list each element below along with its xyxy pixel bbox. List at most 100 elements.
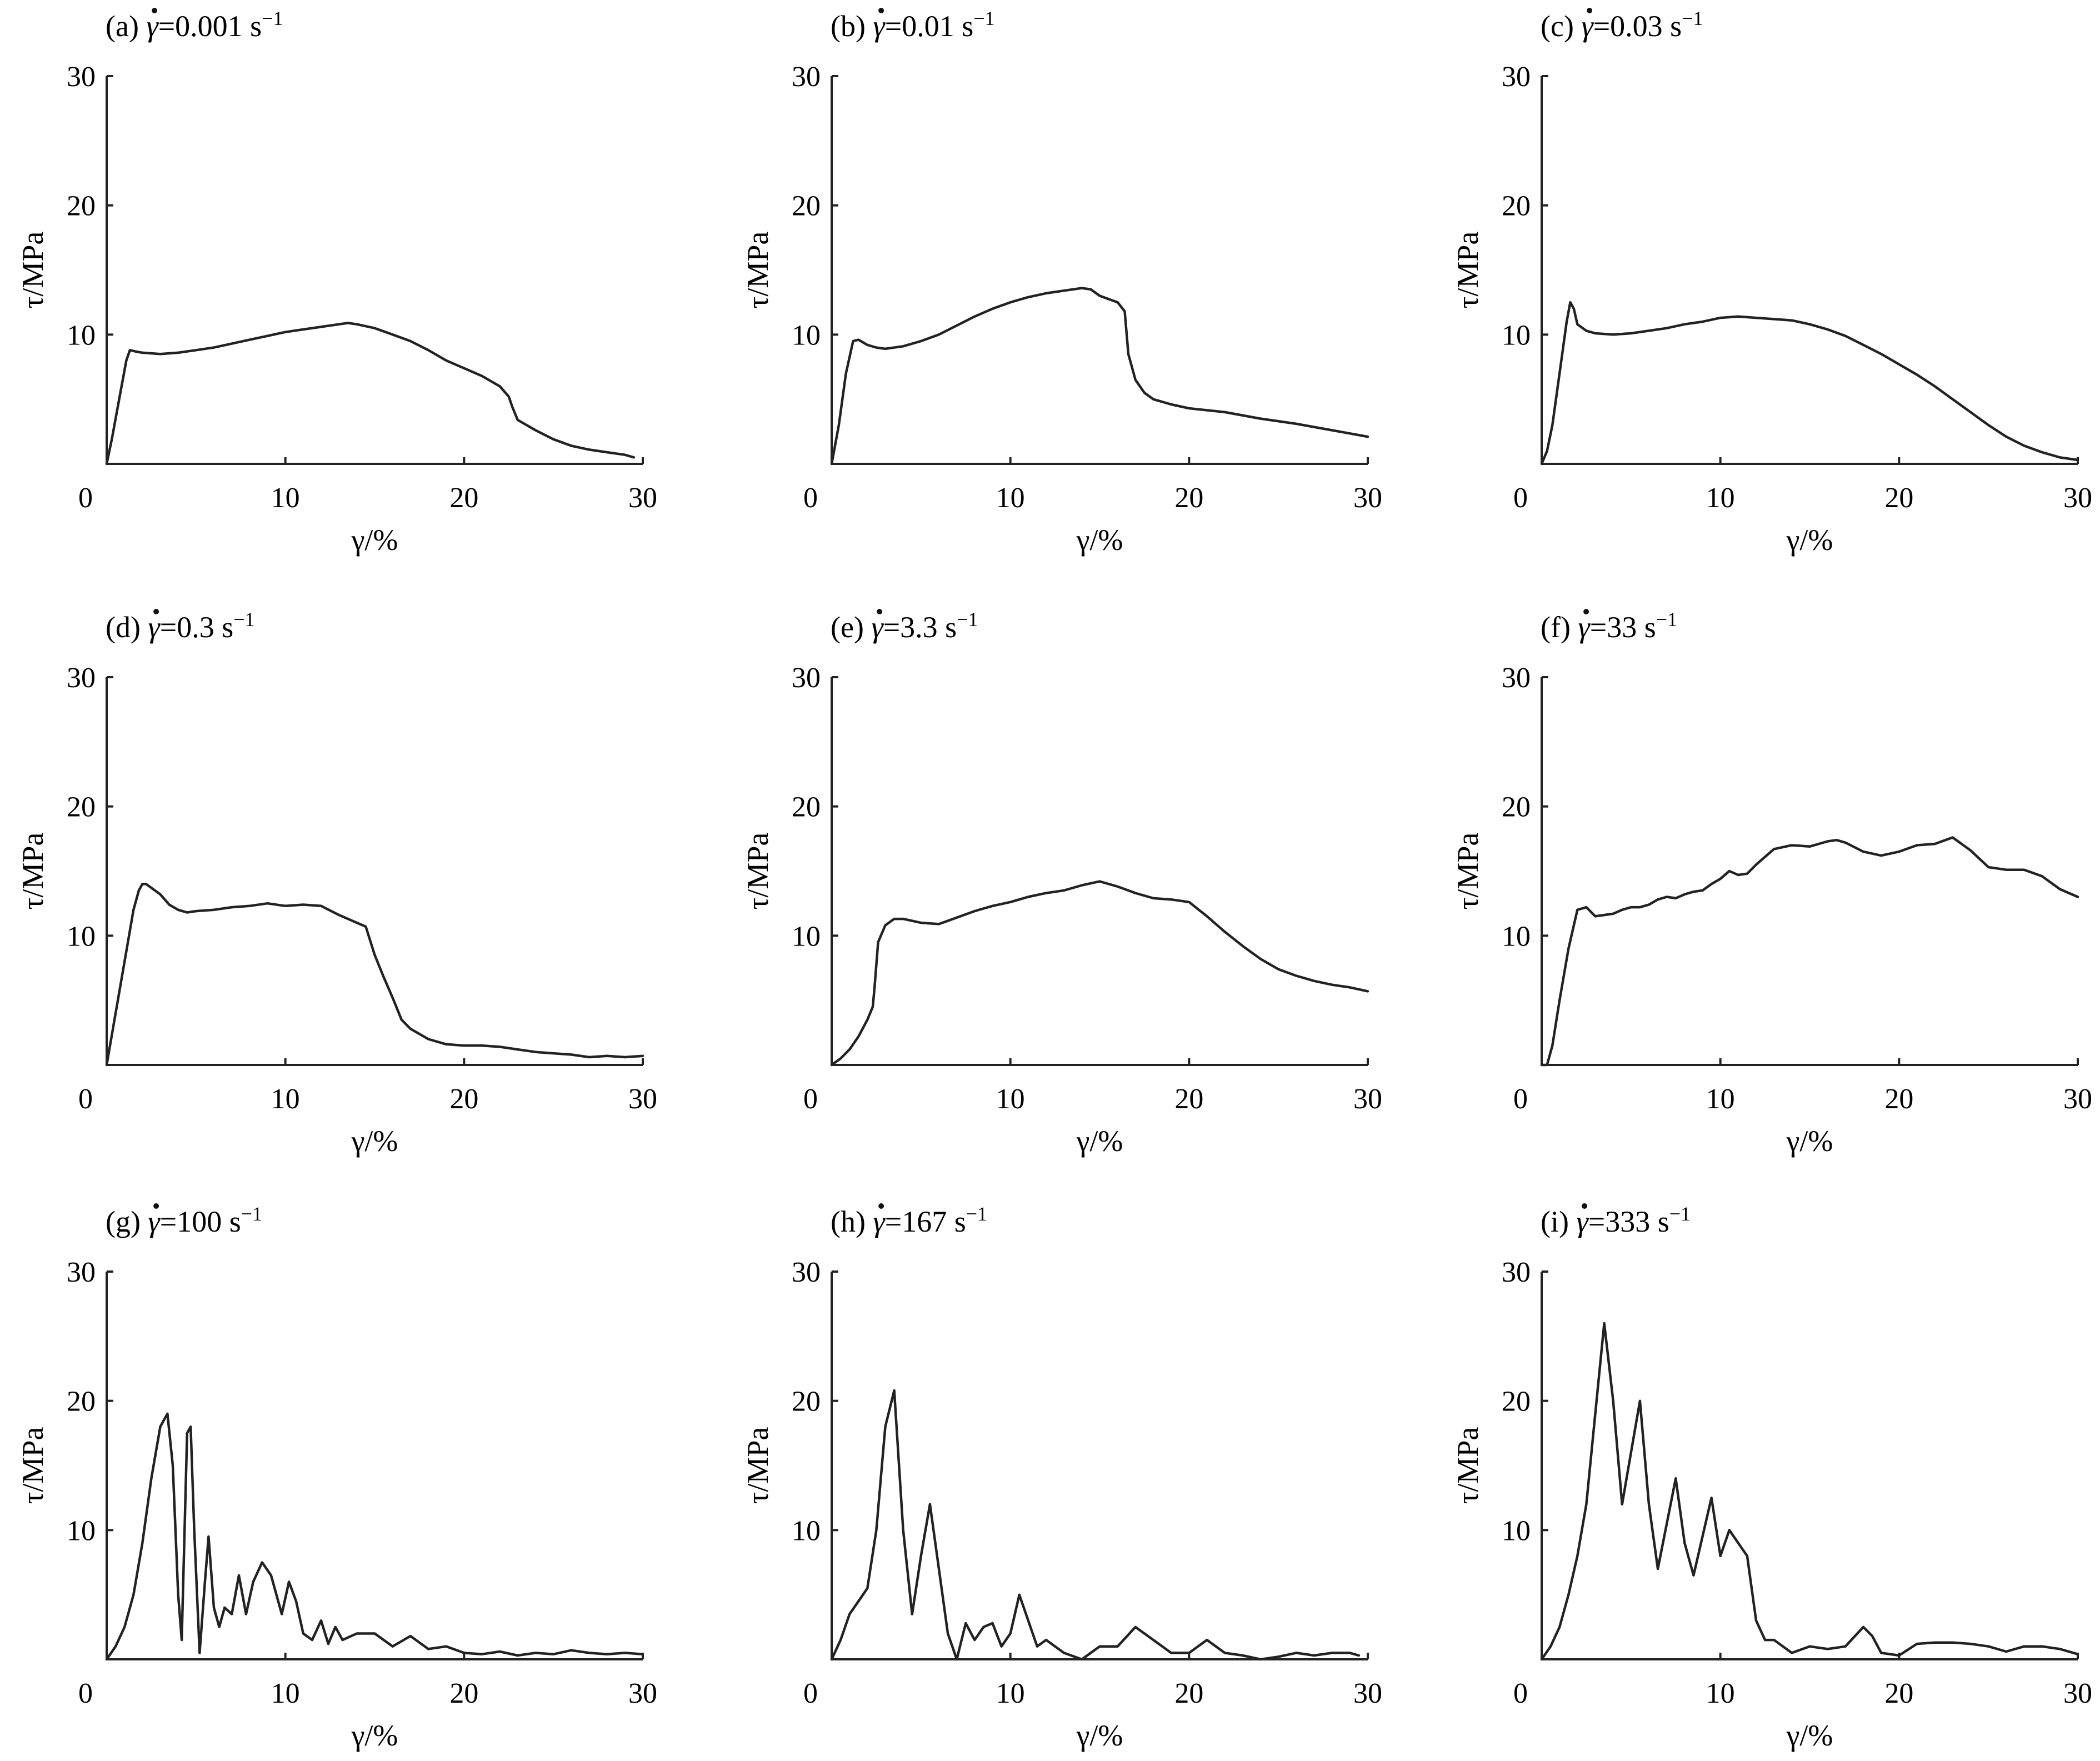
panel-4: 0 10 20 30 10 20 30 γ/% τ/MPa (d) γ=0.3 s−1 [16,608,657,1158]
y-tick-label: 30 [792,1257,821,1288]
x-tick-label: 20 [1884,1678,1913,1709]
x-tick-label: 0 [803,1678,818,1709]
x-tick-label: 10 [1706,482,1735,514]
x-tick-label: 10 [271,1678,300,1709]
y-tick-label: 20 [1502,191,1531,222]
x-tick-label: 10 [271,1083,300,1115]
panel-title-value: =333 s [1588,1205,1669,1238]
y-axis-label: τ/MPa [1451,1427,1484,1504]
y-tick-label: 20 [1502,1386,1531,1418]
rate-dot-mark [1587,8,1593,13]
panel-title: (e) γ=3.3 s−1 [831,608,978,644]
x-axis-label: γ/% [1786,1719,1833,1752]
x-tick-label: 0 [1513,482,1528,514]
panel-title-value: =167 s [885,1205,966,1238]
rate-dot-mark [1582,1203,1588,1209]
panel-1: 0 10 20 30 10 20 30 γ/% τ/MPa (a) γ=0.001 s−1 [16,7,657,557]
y-tick-label: 30 [1502,61,1531,93]
panel-title-value: =0.001 s [158,9,262,43]
series-line-3 [1540,301,2079,466]
y-tick-label: 30 [67,1257,96,1288]
panel-title: (a) γ=0.001 s−1 [106,7,283,43]
x-tick-label: 10 [996,1678,1025,1709]
series-line-6 [1540,836,2079,1067]
y-tick-label: 10 [67,920,96,952]
panel-title-value: =0.3 s [160,611,233,644]
panel-title-prefix: (a) [106,9,146,43]
panel-title: (h) γ=167 s−1 [831,1203,987,1238]
x-tick-label: 30 [1353,1083,1382,1115]
x-tick-label: 0 [1513,1083,1528,1115]
y-tick-label: 20 [1502,792,1531,823]
x-tick-label: 30 [628,482,657,514]
rate-dot-mark [877,609,883,614]
y-axis-label: τ/MPa [741,1427,774,1504]
x-axis-label: γ/% [1076,523,1123,557]
panel-title-superscript: −1 [262,7,283,29]
rate-dot-mark [878,8,884,13]
y-tick-label: 30 [792,61,821,93]
panel-title-superscript: −1 [1682,7,1703,29]
panel-title: (c) γ=0.03 s−1 [1541,7,1703,43]
panel-title-value: =0.03 s [1593,9,1682,43]
y-tick-label: 10 [792,319,821,351]
series-line-5 [830,880,1369,1067]
panel-7: 0 10 20 30 10 20 30 γ/% τ/MPa (g) γ=100 s−1 [16,1203,657,1752]
y-axis-label: τ/MPa [16,1427,49,1504]
x-tick-label: 0 [803,1083,818,1115]
y-tick-label: 10 [1502,1515,1531,1547]
panel-title-superscript: −1 [966,1203,987,1225]
panel-title-prefix: (c) [1541,9,1581,43]
x-tick-label: 20 [1884,482,1913,514]
panel-title-prefix: (i) [1541,1205,1576,1238]
y-axis-label: τ/MPa [741,232,774,309]
panel-title-superscript: −1 [973,7,994,29]
panel-title-symbol: γ [1581,9,1594,43]
x-axis-label: γ/% [351,1719,398,1752]
panel-title-superscript: −1 [1669,1203,1691,1225]
x-tick-label: 30 [628,1678,657,1709]
x-tick-label: 0 [78,1678,93,1709]
panel-title: (d) γ=0.3 s−1 [106,608,255,644]
x-tick-label: 10 [996,1083,1025,1115]
panel-title: (f) γ=33 s−1 [1541,608,1677,644]
panel-title-superscript: −1 [1656,608,1677,631]
x-axis-label: γ/% [1076,1124,1123,1158]
x-axis-label: γ/% [351,1124,398,1158]
series-line-2 [830,287,1369,466]
x-tick-label: 20 [449,1083,478,1115]
x-tick-label: 20 [1884,1083,1913,1115]
rate-dot-mark [878,1203,884,1209]
y-axis-label: τ/MPa [1451,232,1484,309]
x-tick-label: 20 [1174,1083,1203,1115]
x-axis-label: γ/% [1076,1719,1123,1752]
series-line-9 [1540,1322,2079,1661]
panel-title: (g) γ=100 s−1 [106,1203,262,1238]
panel-8: 0 10 20 30 10 20 30 γ/% τ/MPa (h) γ=167 s−1 [741,1203,1382,1752]
y-tick-label: 20 [67,792,96,823]
panel-title-value: =0.01 s [885,9,973,43]
y-tick-label: 10 [67,1515,96,1547]
x-axis-label: γ/% [351,523,398,557]
panel-title-prefix: (b) [831,9,873,43]
panel-title-symbol: γ [873,1205,886,1238]
panel-title-prefix: (d) [106,611,148,644]
panel-title-prefix: (h) [831,1205,873,1238]
panel-9: 0 10 20 30 10 20 30 γ/% τ/MPa (i) γ=333 s−1 [1451,1203,2092,1752]
panel-title-symbol: γ [148,611,161,644]
x-tick-label: 0 [803,482,818,514]
panel-title: (b) γ=0.01 s−1 [831,7,995,43]
panel-5: 0 10 20 30 10 20 30 γ/% τ/MPa (e) γ=3.3 s−1 [741,608,1382,1158]
x-tick-label: 30 [2063,1083,2092,1115]
y-tick-label: 30 [792,662,821,694]
y-axis-label: τ/MPa [16,232,49,309]
series-line-8 [830,1389,1361,1661]
y-tick-label: 30 [67,61,96,93]
y-axis-label: τ/MPa [16,833,49,910]
x-tick-label: 30 [628,1083,657,1115]
series-line-4 [105,883,644,1067]
x-tick-label: 30 [2063,1678,2092,1709]
panel-title-symbol: γ [146,9,159,43]
x-axis-label: γ/% [1786,1124,1833,1158]
